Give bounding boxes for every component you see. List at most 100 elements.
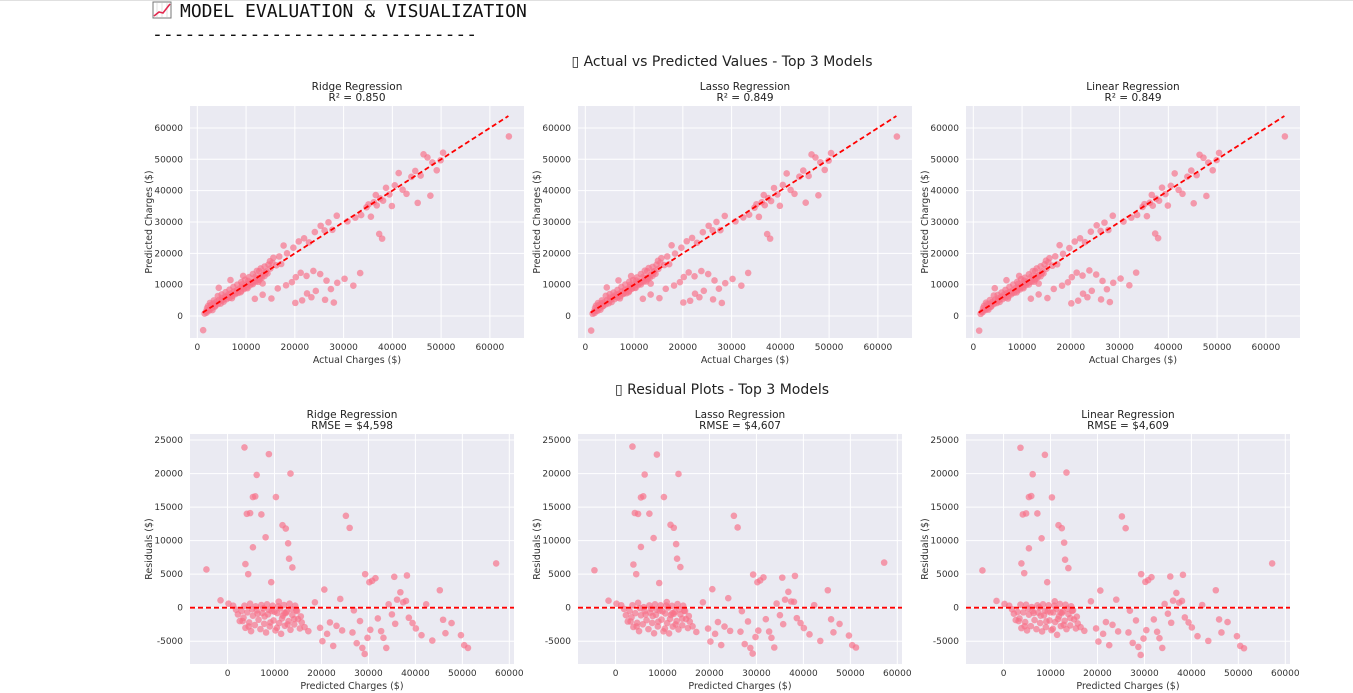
data-point <box>1003 276 1010 284</box>
data-point <box>1019 609 1027 616</box>
data-point <box>393 596 401 603</box>
x-tick-label: 30000 <box>1105 343 1134 353</box>
plot-subtitle: R² = 0.849 <box>1104 92 1161 104</box>
x-tick-label: 40000 <box>766 343 795 353</box>
data-point <box>674 600 681 608</box>
data-point <box>1126 607 1134 614</box>
data-point <box>1074 297 1082 304</box>
data-point <box>1044 294 1051 302</box>
x-tick-label: 30000 <box>717 343 746 353</box>
data-point <box>412 625 420 632</box>
data-point <box>239 272 247 280</box>
data-point <box>439 149 447 157</box>
data-point <box>1067 603 1075 610</box>
x-tick-label: 30000 <box>742 669 771 679</box>
data-point <box>678 621 686 629</box>
x-tick-label: 40000 <box>1177 669 1206 679</box>
data-point <box>316 624 324 632</box>
data-point <box>1212 586 1220 594</box>
data-point <box>845 632 853 639</box>
data-point <box>1132 269 1140 276</box>
data-point <box>257 625 264 633</box>
data-point <box>1066 614 1074 622</box>
data-point <box>1034 510 1041 517</box>
x-tick-label: 30000 <box>1130 669 1159 679</box>
x-tick-label: 20000 <box>1083 669 1112 679</box>
data-point <box>395 169 402 177</box>
y-tick-label: 0 <box>565 312 571 322</box>
data-point <box>639 295 647 303</box>
data-point <box>319 637 326 645</box>
data-point <box>422 601 430 608</box>
data-point <box>707 638 714 645</box>
data-point <box>637 543 645 551</box>
data-point <box>1060 539 1068 546</box>
x-tick-label: 40000 <box>401 669 430 679</box>
data-point <box>630 561 637 568</box>
data-point <box>650 629 658 637</box>
perfect-prediction-line <box>978 115 1285 314</box>
data-point <box>238 607 245 615</box>
data-point <box>1148 573 1155 581</box>
data-point <box>1018 560 1025 567</box>
data-point <box>289 564 296 571</box>
data-point <box>1035 280 1042 287</box>
data-point <box>1198 601 1206 609</box>
data-point <box>1068 300 1075 307</box>
plot-subtitle: R² = 0.849 <box>716 92 773 104</box>
data-point <box>681 607 689 615</box>
data-point <box>643 267 651 275</box>
data-point <box>781 596 789 603</box>
data-point <box>1064 279 1072 286</box>
header-rule: ------------------------------ <box>152 24 478 45</box>
data-point <box>1020 277 1028 284</box>
plot-subtitle: RMSE = $4,609 <box>1087 420 1169 432</box>
data-point <box>1187 167 1195 174</box>
data-point <box>350 607 358 614</box>
x-tick-label: 20000 <box>281 343 310 353</box>
data-point <box>409 619 416 627</box>
y-tick-label: 15000 <box>154 503 183 513</box>
data-point <box>1118 513 1126 520</box>
data-point <box>251 295 259 303</box>
data-point <box>1141 200 1148 208</box>
data-point <box>1158 644 1166 652</box>
x-tick-label: 10000 <box>648 669 677 679</box>
data-point <box>713 218 720 226</box>
data-point <box>367 626 374 634</box>
data-point <box>770 644 778 651</box>
data-point <box>312 287 320 295</box>
data-point <box>852 644 860 651</box>
data-point <box>439 616 447 624</box>
y-tick-label: 0 <box>177 312 183 322</box>
y-tick-label: 40000 <box>542 187 571 197</box>
data-point <box>765 628 773 635</box>
y-tick-label: 20000 <box>154 249 183 259</box>
data-point <box>303 290 311 297</box>
data-point <box>779 181 787 189</box>
y-axis-label: Residuals ($) <box>144 518 155 580</box>
data-point <box>311 599 319 606</box>
y-tick-label: 0 <box>953 312 959 322</box>
data-point <box>1106 298 1114 306</box>
data-point <box>1129 639 1136 647</box>
data-point <box>1015 617 1022 625</box>
data-point <box>1056 600 1064 608</box>
data-point <box>741 640 748 648</box>
data-point <box>678 615 686 622</box>
x-tick-label: 10000 <box>232 343 261 353</box>
data-point <box>1071 238 1079 245</box>
data-point <box>271 608 278 615</box>
data-point <box>1153 628 1161 636</box>
data-point <box>275 598 283 605</box>
data-point <box>1042 618 1050 625</box>
y-tick-label: 40000 <box>154 187 183 197</box>
data-point <box>749 650 756 657</box>
data-point <box>1164 610 1172 618</box>
plot-title: Ridge Regression <box>312 81 403 93</box>
data-point <box>1233 632 1241 640</box>
data-point <box>1074 620 1082 627</box>
x-axis-label: Predicted Charges ($) <box>300 681 403 692</box>
x-tick-label: 60000 <box>1252 343 1281 353</box>
data-point <box>1101 219 1108 226</box>
